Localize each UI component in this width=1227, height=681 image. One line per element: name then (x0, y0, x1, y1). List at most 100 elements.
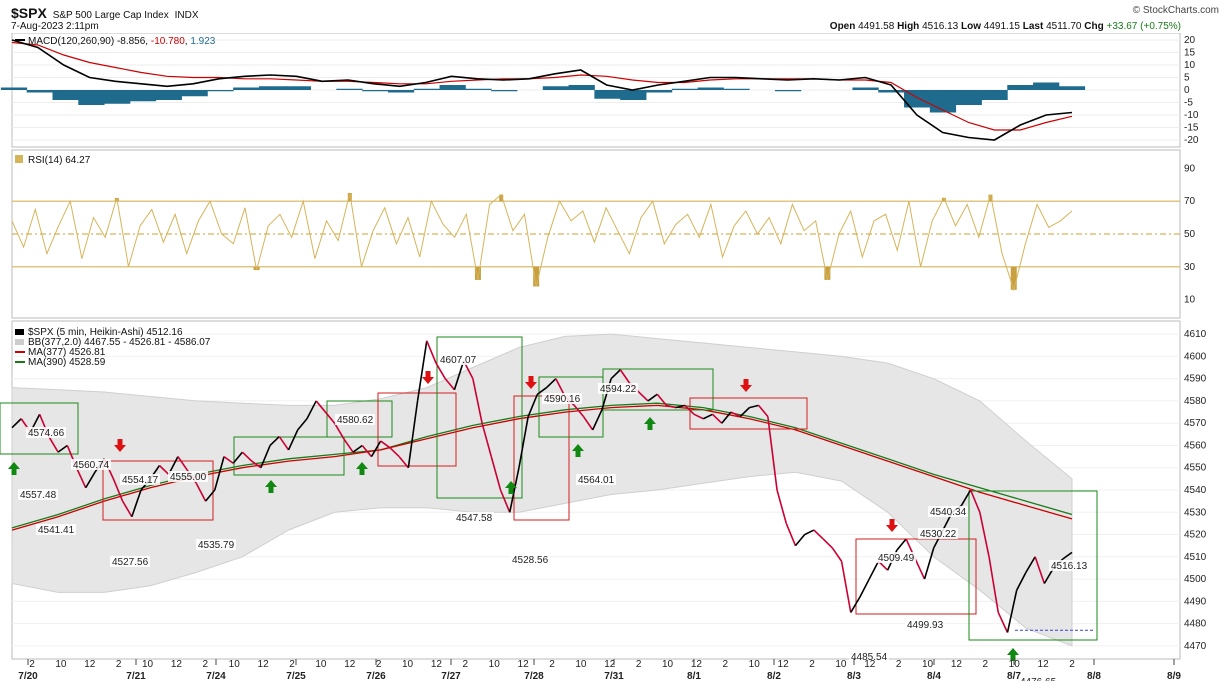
price-segment (702, 413, 713, 420)
macd-histogram-bar (1033, 82, 1060, 90)
sell-arrow-icon (114, 439, 126, 452)
chg-label: Chg (1084, 21, 1104, 32)
annotation-bg (598, 383, 638, 394)
price-segment (813, 529, 824, 540)
macd-histogram-bar (52, 90, 79, 100)
annotation-bg (1018, 676, 1058, 681)
x-date-label: 8/1 (687, 671, 701, 681)
macd-histogram-bar (1058, 86, 1086, 90)
price-annotation: 4540.34 (930, 507, 967, 518)
x-hour-tick: 12 (84, 659, 96, 670)
x-hour-tick: 2 (203, 659, 209, 670)
price-segment (333, 422, 345, 440)
x-hour-tick: 2 (29, 659, 35, 670)
price-segment (324, 411, 336, 424)
price-segment (582, 416, 594, 431)
annotation-bg (918, 528, 958, 539)
price-annotation: 4557.48 (20, 490, 57, 501)
annotation-bg (928, 506, 968, 517)
price-segment (960, 489, 972, 506)
macd-histogram-bar (594, 90, 621, 99)
x-date-label: 7/31 (604, 671, 624, 681)
price-segment (730, 411, 741, 418)
macd-histogram-bar (26, 90, 53, 93)
price-segment (214, 456, 225, 491)
x-hour-tick: 2 (376, 659, 382, 670)
price-segment (315, 400, 327, 413)
price-segment (490, 456, 502, 491)
macd-histogram-bar (284, 86, 311, 90)
price-segment (693, 413, 704, 420)
price-y-tick: 4480 (1184, 619, 1207, 630)
price-segment (1006, 590, 1018, 633)
x-hour-tick: 10 (229, 659, 241, 670)
price-segment (711, 413, 723, 424)
macd-histogram-bar (929, 90, 957, 113)
macd-y-tick: 5 (1184, 73, 1190, 84)
buy-zone-box (0, 402, 79, 455)
macd-histogram-bar (568, 85, 595, 90)
x-hour-tick: 12 (1038, 659, 1050, 670)
x-hour-tick: 12 (864, 659, 876, 670)
rsi-y-tick: 50 (1184, 229, 1196, 240)
macd-histogram-bar (129, 90, 157, 102)
bb-legend: BB(377,2.0) 4467.55 - 4526.81 - 4586.07 (28, 337, 211, 348)
price-segment (195, 482, 207, 502)
price-segment (638, 391, 649, 402)
price-y-tick: 4560 (1184, 440, 1207, 451)
price-segment (416, 340, 428, 402)
brand-label[interactable]: © StockCharts.com (1132, 5, 1219, 16)
price-segment (739, 407, 750, 418)
index-name: S&P 500 Large Cap Index (52, 10, 169, 21)
price-segment (499, 489, 511, 513)
x-date-label: 7/26 (366, 671, 386, 681)
price-annotation: 4560.74 (73, 460, 110, 471)
ma390-legend: MA(390) 4528.59 (28, 357, 106, 368)
macd-histogram-bar (697, 87, 724, 90)
x-hour-tick: 2 (549, 659, 555, 670)
price-segment (481, 422, 493, 457)
price-segment (840, 561, 852, 613)
price-segment (988, 556, 1000, 613)
rsi-legend-swatch (15, 155, 23, 163)
price-annotation: 4485.54 (851, 652, 888, 663)
macd-histogram-bar (336, 88, 363, 90)
rsi-y-tick: 90 (1184, 163, 1196, 174)
macd-histogram-bar (0, 87, 28, 90)
rsi-y-tick: 30 (1184, 262, 1196, 273)
price-segment (804, 529, 815, 536)
price-segment (251, 460, 262, 469)
buy-arrow-icon (1007, 648, 1019, 661)
price-y-tick: 4470 (1184, 641, 1207, 652)
price-annotation: 4590.16 (544, 394, 581, 405)
price-segment (131, 489, 142, 517)
high-value: 4516.13 (922, 21, 959, 32)
price-annotation: 4594.22 (600, 384, 637, 395)
buy-zone-box (968, 490, 1098, 641)
price-segment (472, 378, 483, 424)
price-segment (204, 489, 216, 502)
annotation-bg (905, 619, 945, 630)
price-segment (573, 404, 585, 418)
price-y-tick: 4550 (1184, 463, 1207, 474)
price-segment (343, 438, 354, 453)
x-hour-tick: 10 (575, 659, 587, 670)
price-segment (859, 578, 870, 598)
price-segment (361, 444, 373, 458)
x-date-label: 7/20 (18, 671, 38, 681)
price-segment (1062, 551, 1073, 560)
x-date-label: 8/9 (1167, 671, 1181, 681)
price-segment (850, 596, 861, 613)
price-segment (398, 456, 409, 469)
annotation-bg (335, 414, 375, 425)
price-annotation: 4530.22 (920, 529, 957, 540)
price-segment (896, 538, 907, 551)
sell-arrow-icon (886, 519, 898, 532)
quote-bar: Open 4491.58 High 4516.13 Low 4491.15 La… (830, 21, 1181, 32)
sell-zone-box (689, 397, 808, 430)
sell-arrow-icon (740, 379, 752, 392)
price-segment (767, 416, 778, 491)
x-hour-tick: 12 (344, 659, 356, 670)
macd-histogram-bar (671, 88, 699, 90)
x-date-label: 8/7 (1007, 671, 1021, 681)
